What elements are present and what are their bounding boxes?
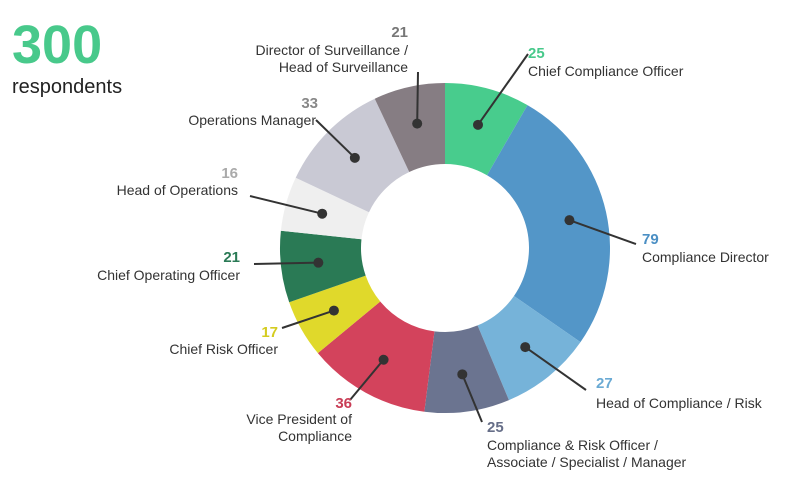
slice-8 xyxy=(280,177,369,240)
category-label-9: Operations Manager xyxy=(188,112,316,128)
slice-4 xyxy=(424,325,509,413)
leader-line-1 xyxy=(477,53,529,126)
leader-line-2 xyxy=(569,219,637,245)
total-respondents-label: respondents xyxy=(12,76,123,98)
slice-5 xyxy=(317,301,435,412)
leader-line-8 xyxy=(249,195,323,215)
category-label-7: Chief Operating Officer xyxy=(97,267,240,283)
slice-10 xyxy=(374,83,445,172)
leader-line-5 xyxy=(349,359,385,401)
value-label-8: 16 xyxy=(221,165,238,182)
leader-dot-9 xyxy=(349,152,360,163)
leader-line-7 xyxy=(253,261,319,265)
category-label-8: Head of Operations xyxy=(117,182,238,198)
leader-dot-3 xyxy=(520,342,531,353)
leader-dot-10 xyxy=(412,118,423,129)
leader-line-4 xyxy=(461,373,483,423)
leader-dot-2 xyxy=(564,215,575,226)
leader-dot-6 xyxy=(328,305,339,316)
slice-7 xyxy=(279,230,366,303)
value-label-7: 21 xyxy=(223,249,240,266)
value-label-2: 79 xyxy=(642,231,659,248)
leader-line-10 xyxy=(416,71,419,124)
category-label-3: Head of Compliance / Risk xyxy=(596,395,763,411)
leader-dot-7 xyxy=(313,257,324,268)
leader-dot-5 xyxy=(378,354,389,365)
headline: 300 respondents xyxy=(12,18,122,99)
value-label-10: 21 xyxy=(391,24,408,41)
value-label-4: 25 xyxy=(487,419,504,436)
value-label-3: 27 xyxy=(596,375,613,392)
category-label-4: Compliance & Risk Officer / Associate / S… xyxy=(487,437,687,470)
total-respondents: 300 xyxy=(12,15,103,75)
slice-1 xyxy=(445,83,528,176)
value-label-6: 17 xyxy=(261,324,278,341)
leader-dot-8 xyxy=(317,208,328,219)
category-label-2: Compliance Director xyxy=(642,249,769,265)
category-label-1: Chief Compliance Officer xyxy=(528,63,684,79)
value-label-5: 36 xyxy=(335,395,352,412)
category-label-5: Vice President of Compliance xyxy=(246,411,352,444)
leader-line-9 xyxy=(315,119,356,159)
leader-dot-4 xyxy=(457,369,468,380)
leader-line-3 xyxy=(524,346,587,391)
value-label-9: 33 xyxy=(301,95,318,112)
category-label-6: Chief Risk Officer xyxy=(169,341,278,357)
leader-line-6 xyxy=(281,309,335,329)
slice-2 xyxy=(487,105,610,343)
value-label-1: 25 xyxy=(528,45,545,62)
leader-dot-1 xyxy=(472,119,483,130)
category-label-10: Director of Surveillance / Head of Survei… xyxy=(255,42,408,75)
